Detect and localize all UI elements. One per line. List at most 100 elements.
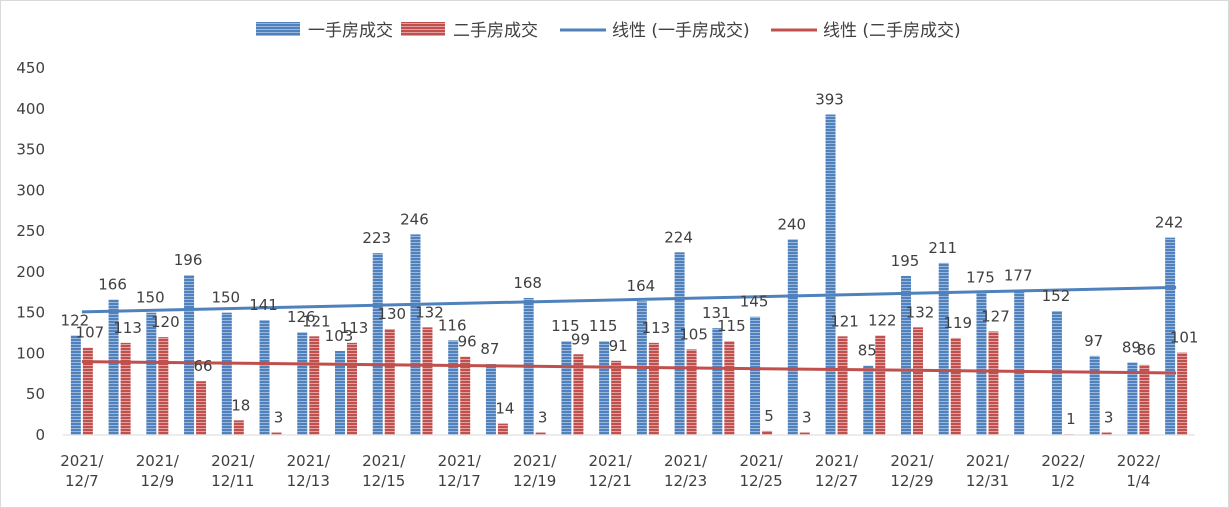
- bar-series-2: [837, 336, 848, 435]
- x-tick-label: 2021/: [739, 452, 783, 470]
- bar-series-2: [347, 342, 357, 435]
- y-axis: 0 50 100 150 200 250 300 350 400 450: [16, 59, 45, 444]
- data-label: 152: [1042, 287, 1071, 305]
- x-tick-label: 12/11: [211, 472, 254, 490]
- bar-series-1: [335, 350, 345, 435]
- y-tick-label: 200: [16, 263, 45, 281]
- x-tick-label: 12/25: [739, 472, 782, 490]
- legend-label: 线性 (一手房成交): [612, 21, 750, 41]
- bar-series-2: [271, 432, 282, 435]
- x-tick-label: 2021/: [966, 452, 1010, 470]
- bar-series-2: [1177, 352, 1188, 435]
- legend-label: 一手房成交: [308, 21, 393, 41]
- bar-series-1: [938, 262, 949, 435]
- data-label: 121: [830, 312, 859, 330]
- data-label: 126: [287, 308, 316, 326]
- trendline-2: [81, 360, 1177, 375]
- bar-series-1: [485, 364, 496, 435]
- legend-label: 二手房成交: [453, 21, 538, 41]
- bar-series-1: [901, 275, 911, 435]
- bar-series-1: [297, 332, 308, 435]
- data-label: 132: [906, 303, 935, 321]
- data-label: 246: [400, 210, 429, 228]
- data-label: 122: [61, 312, 90, 330]
- bar-series-2: [460, 356, 471, 435]
- data-label: 3: [538, 409, 548, 427]
- bar-series-1: [259, 320, 270, 435]
- data-label: 224: [664, 228, 693, 246]
- data-label: 164: [627, 277, 656, 295]
- x-tick-label: 2021/: [513, 452, 557, 470]
- x-tick-label: 2021/: [890, 452, 934, 470]
- bar-series-2: [573, 354, 584, 435]
- x-tick-label: 2021/: [362, 452, 406, 470]
- data-label: 150: [136, 289, 165, 307]
- y-tick-label: 300: [16, 181, 45, 199]
- bar-series-2: [120, 342, 131, 435]
- x-tick-label: 12/17: [438, 472, 481, 490]
- x-tick-label: 12/9: [140, 472, 174, 490]
- bar-series-2: [233, 420, 244, 435]
- bar-series-2: [1139, 364, 1150, 435]
- data-label: 107: [76, 324, 105, 342]
- bar-series-2: [875, 335, 886, 435]
- bar-series-1: [712, 328, 723, 435]
- data-label: 87: [480, 340, 499, 358]
- bar-series-2: [724, 341, 735, 435]
- x-tick-label: 1/2: [1051, 472, 1075, 490]
- data-label: 5: [764, 407, 774, 425]
- bar-series-1: [108, 299, 119, 435]
- bar-series-1: [750, 316, 761, 435]
- bar-series-1: [976, 292, 987, 435]
- data-label: 240: [777, 215, 806, 233]
- bar-series-1: [410, 234, 421, 435]
- data-label: 101: [1170, 329, 1199, 347]
- data-label: 3: [1104, 409, 1114, 427]
- legend-label: 线性 (二手房成交): [823, 21, 961, 41]
- bar-series-1: [863, 365, 874, 435]
- y-tick-label: 100: [16, 344, 45, 362]
- data-label: 85: [858, 342, 877, 360]
- bar-series-2: [535, 432, 546, 435]
- x-tick-label: 12/23: [664, 472, 707, 490]
- bar-series-1: [70, 335, 81, 435]
- x-tick-label: 12/29: [890, 472, 933, 490]
- data-label: 131: [702, 304, 731, 322]
- y-tick-label: 350: [16, 141, 45, 159]
- data-label: 119: [943, 314, 972, 332]
- data-label: 86: [1137, 341, 1156, 359]
- x-tick-label: 2021/: [438, 452, 482, 470]
- bar-series-2: [82, 347, 93, 435]
- data-label: 145: [740, 293, 769, 311]
- data-label: 132: [415, 303, 444, 321]
- bar-series-1: [146, 312, 157, 435]
- bar-series-1: [561, 341, 572, 435]
- data-label: 116: [438, 316, 467, 334]
- bar-series-1: [825, 114, 836, 435]
- data-label: 113: [113, 319, 142, 337]
- bar-series-2: [799, 432, 810, 435]
- data-label: 99: [571, 330, 590, 348]
- x-tick-label: 2021/: [589, 452, 633, 470]
- data-label: 130: [377, 305, 406, 323]
- data-label: 150: [211, 289, 240, 307]
- data-label: 14: [495, 400, 514, 418]
- bar-series-1: [372, 253, 383, 435]
- bar-series-1: [674, 252, 685, 435]
- x-tick-label: 2021/: [664, 452, 708, 470]
- data-label: 66: [194, 357, 213, 375]
- data-label: 127: [981, 307, 1010, 325]
- x-tick-label: 2021/: [60, 452, 104, 470]
- bar-series-2: [1101, 432, 1112, 435]
- bar-series-1: [1014, 290, 1025, 435]
- bar-series-1: [599, 341, 610, 435]
- data-label: 97: [1084, 332, 1103, 350]
- x-tick-label: 12/19: [513, 472, 556, 490]
- bar-series-2: [762, 430, 773, 435]
- bar-series-2: [196, 381, 207, 435]
- data-label: 89: [1122, 338, 1141, 356]
- x-tick-label: 12/31: [966, 472, 1009, 490]
- bar-series-2: [497, 423, 508, 435]
- data-label: 242: [1155, 214, 1184, 232]
- bar-series-2: [309, 336, 320, 435]
